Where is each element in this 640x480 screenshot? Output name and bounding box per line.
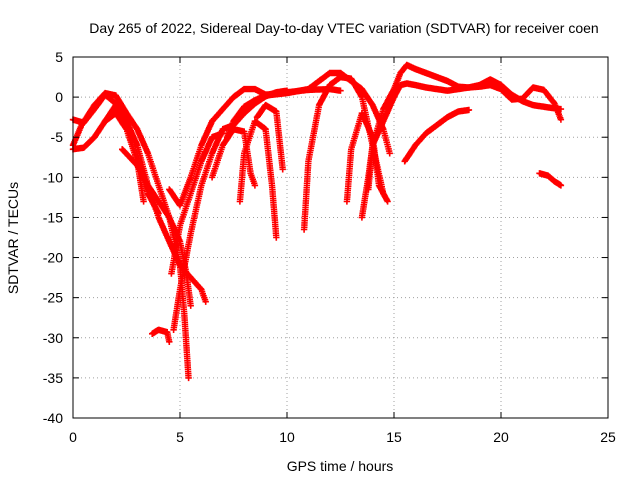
data-point-markers <box>365 80 565 193</box>
series-arc-14 <box>300 73 391 233</box>
series-arc-19 <box>536 170 565 189</box>
y-tick-label: -40 <box>43 410 63 426</box>
y-tick-label: -15 <box>43 209 63 225</box>
y-tick-label: 5 <box>55 49 63 65</box>
y-tick-label: -20 <box>43 250 63 266</box>
y-tick-label: -5 <box>51 129 64 145</box>
series-arc-13 <box>253 101 286 173</box>
x-axis-label: GPS time / hours <box>287 458 394 474</box>
data-point-markers <box>168 130 226 277</box>
data-point-markers <box>253 101 286 173</box>
grid <box>73 57 608 418</box>
plot-frame <box>72 56 609 419</box>
x-tick-label: 5 <box>176 429 184 445</box>
x-tick-label: 10 <box>279 429 295 445</box>
y-tick-label: -10 <box>43 169 63 185</box>
series-arc-11 <box>236 118 280 241</box>
y-tick-label: 0 <box>55 89 63 105</box>
series-layer <box>69 61 565 382</box>
x-tick-label: 25 <box>600 429 616 445</box>
x-tick-label: 20 <box>493 429 509 445</box>
data-point-markers <box>536 170 565 189</box>
x-tick-label: 0 <box>69 429 77 445</box>
chart-title: Day 265 of 2022, Sidereal Day-to-day VTE… <box>89 20 598 36</box>
data-point-markers <box>236 118 280 241</box>
series-arc-17 <box>365 80 565 193</box>
series-arc-7 <box>168 130 226 277</box>
x-tick-label: 15 <box>386 429 402 445</box>
data-point-markers <box>149 326 173 345</box>
y-tick-label: -35 <box>43 370 63 386</box>
series-arc-5 <box>119 146 194 309</box>
series-arc-18 <box>401 106 473 165</box>
y-tick-label: -30 <box>43 330 63 346</box>
y-axis-label: SDTVAR / TECUs <box>5 182 21 294</box>
axis-ticks: 0 5 10 15 20 25 5 0 -5 -10 -15 -20 -25 -30 -35 -40 <box>43 49 616 445</box>
data-point-markers <box>300 73 391 233</box>
data-point-markers <box>119 146 194 309</box>
data-point-markers <box>401 106 473 165</box>
series-arc-6 <box>149 326 173 345</box>
y-tick-label: -25 <box>43 290 63 306</box>
